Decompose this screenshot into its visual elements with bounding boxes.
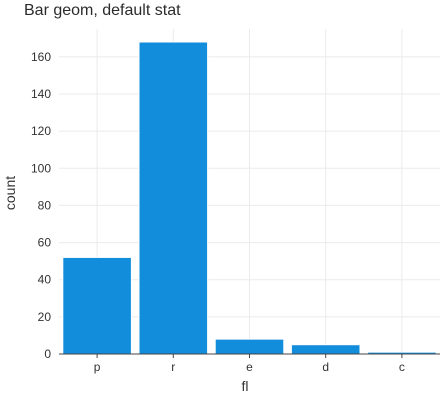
x-axis-label: fl bbox=[242, 378, 249, 394]
bar-d bbox=[290, 344, 361, 355]
bar-p bbox=[62, 256, 132, 355]
y-axis-label: count bbox=[2, 176, 18, 210]
bar-e bbox=[214, 338, 285, 355]
y-tick-label: 20 bbox=[38, 310, 52, 324]
y-tick-label: 40 bbox=[38, 273, 52, 287]
bars bbox=[62, 41, 437, 355]
x-tick-label: p bbox=[94, 360, 101, 374]
x-tick-label: d bbox=[322, 360, 329, 374]
bar-r bbox=[138, 41, 209, 355]
y-tick-label: 100 bbox=[31, 161, 51, 175]
y-tick-label: 60 bbox=[38, 236, 52, 250]
x-tick-label: c bbox=[399, 360, 405, 374]
y-tick-label: 80 bbox=[38, 198, 52, 212]
y-tick-label: 160 bbox=[31, 50, 51, 64]
y-tick-label: 0 bbox=[44, 347, 51, 361]
x-tick-label: e bbox=[246, 360, 253, 374]
axes: 0 20 40 60 80 100 120 140 160 p r e d c bbox=[31, 50, 440, 374]
y-tick-label: 120 bbox=[31, 124, 51, 138]
chart-title: Bar geom, default stat bbox=[24, 2, 181, 19]
x-tick-label: r bbox=[171, 360, 175, 374]
y-tick-label: 140 bbox=[31, 87, 51, 101]
